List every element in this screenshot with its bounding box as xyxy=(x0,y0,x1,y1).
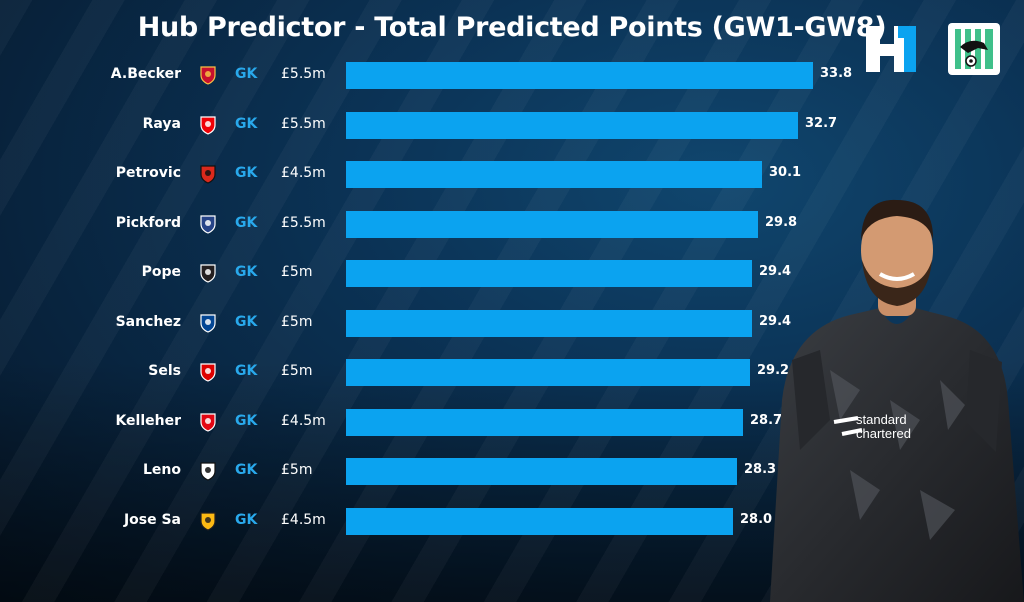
chart-bar xyxy=(346,359,750,386)
chart-bar xyxy=(346,161,762,188)
newcastle-crest-icon xyxy=(200,264,216,283)
chart-bar xyxy=(346,211,758,238)
price-label: £5m xyxy=(281,264,313,280)
chart-title: Hub Predictor - Total Predicted Points (… xyxy=(137,12,887,43)
position-label: GK xyxy=(235,462,258,478)
chart-bar xyxy=(346,310,752,337)
chart-row: Kelleher GK £4.5m 28.7 xyxy=(0,409,1024,437)
nottingham-forest-crest-icon xyxy=(200,363,216,382)
bournemouth-crest-icon xyxy=(200,165,216,184)
player-name-label: Leno xyxy=(142,462,181,478)
fulham-crest-icon xyxy=(200,462,216,481)
chart-bar xyxy=(346,458,737,485)
player-name-label: Sanchez xyxy=(115,314,181,330)
chelsea-crest-icon xyxy=(200,314,216,333)
chart-row: Jose Sa GK £4.5m 28.0 xyxy=(0,508,1024,536)
player-name-label: Kelleher xyxy=(115,413,181,429)
player-name-label: Pope xyxy=(141,264,181,280)
svg-text:chartered: chartered xyxy=(856,426,911,441)
chart-row: A.Becker GK £5.5m 33.8 xyxy=(0,62,1024,90)
player-name-label: Pickford xyxy=(115,215,181,231)
bar-value-label: 32.7 xyxy=(805,116,838,131)
bar-value-label: 28.7 xyxy=(750,413,783,428)
everton-crest-icon xyxy=(200,215,216,234)
bar-value-label: 30.1 xyxy=(769,165,802,180)
position-label: GK xyxy=(235,66,258,82)
chart-row: Pickford GK £5.5m 29.8 xyxy=(0,211,1024,239)
price-label: £4.5m xyxy=(281,165,326,181)
position-label: GK xyxy=(235,363,258,379)
chart-row: Sels GK £5m 29.2 xyxy=(0,359,1024,387)
goalkeeper-player-photo: standard chartered xyxy=(770,199,1024,602)
chart-bar xyxy=(346,508,733,535)
position-label: GK xyxy=(235,314,258,330)
liverpool-crest-icon xyxy=(200,66,216,85)
price-label: £4.5m xyxy=(281,512,326,528)
price-label: £5.5m xyxy=(281,66,326,82)
fpl-hub-logo-icon xyxy=(866,26,916,72)
price-label: £5m xyxy=(281,314,313,330)
bar-value-label: 29.2 xyxy=(757,363,790,378)
chart-row: Sanchez GK £5m 29.4 xyxy=(0,310,1024,338)
position-label: GK xyxy=(235,165,258,181)
arsenal-crest-icon xyxy=(200,116,216,135)
bar-value-label: 33.8 xyxy=(820,66,853,81)
svg-text:standard: standard xyxy=(856,412,907,427)
position-label: GK xyxy=(235,512,258,528)
chart-row: Petrovic GK £4.5m 30.1 xyxy=(0,161,1024,189)
chart-bar xyxy=(346,409,743,436)
position-label: GK xyxy=(235,215,258,231)
player-name-label: Jose Sa xyxy=(123,512,181,528)
price-label: £5.5m xyxy=(281,116,326,132)
chart-bar xyxy=(346,62,813,89)
price-label: £5m xyxy=(281,363,313,379)
position-label: GK xyxy=(235,264,258,280)
club-badge-logo-icon xyxy=(948,23,1000,75)
position-label: GK xyxy=(235,413,258,429)
bar-value-label: 29.8 xyxy=(765,215,798,230)
chart-row: Pope GK £5m 29.4 xyxy=(0,260,1024,288)
bar-value-label: 29.4 xyxy=(759,264,792,279)
player-name-label: Sels xyxy=(148,363,181,379)
brentford-crest-icon xyxy=(200,413,216,432)
price-label: £5.5m xyxy=(281,215,326,231)
chart-row: Leno GK £5m 28.3 xyxy=(0,458,1024,486)
player-name-label: A.Becker xyxy=(110,66,181,82)
player-name-label: Petrovic xyxy=(115,165,181,181)
chart-bar xyxy=(346,112,798,139)
price-label: £5m xyxy=(281,462,313,478)
bar-value-label: 28.0 xyxy=(740,512,773,527)
price-label: £4.5m xyxy=(281,413,326,429)
player-name-label: Raya xyxy=(142,116,181,132)
wolves-crest-icon xyxy=(200,512,216,531)
chart-row: Raya GK £5.5m 32.7 xyxy=(0,112,1024,140)
bar-value-label: 28.3 xyxy=(744,462,777,477)
chart-bar xyxy=(346,260,752,287)
position-label: GK xyxy=(235,116,258,132)
bar-value-label: 29.4 xyxy=(759,314,792,329)
